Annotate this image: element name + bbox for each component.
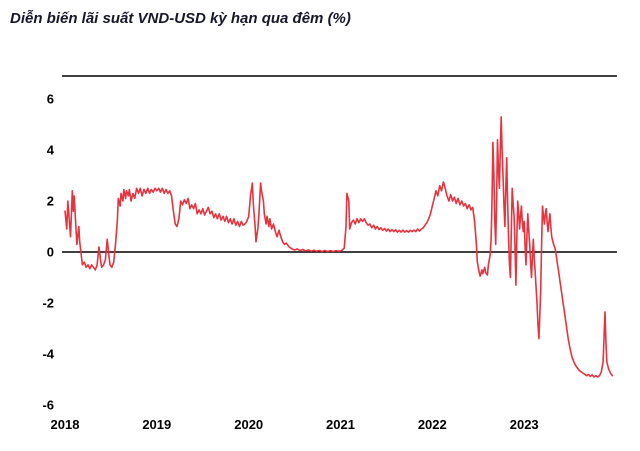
chart-title: Diễn biến lãi suất VND-USD kỳ hạn qua đê…	[10, 10, 351, 27]
y-axis-tick-label: -2	[42, 296, 54, 311]
rate-line	[64, 116, 614, 378]
x-axis-tick-label: 2020	[234, 417, 263, 432]
y-axis-tick-label: 0	[47, 245, 54, 260]
y-axis-tick-label: -6	[42, 398, 54, 413]
x-axis-tick-label: 2019	[142, 417, 171, 432]
y-axis-tick-label: -4	[42, 347, 54, 362]
y-axis-tick-label: 6	[47, 92, 54, 107]
x-axis-tick-label: 2018	[51, 417, 80, 432]
y-axis-tick-label: 4	[47, 143, 55, 158]
x-axis-tick-label: 2022	[418, 417, 447, 432]
x-axis-tick-label: 2021	[326, 417, 355, 432]
x-axis-tick-label: 2023	[510, 417, 539, 432]
y-axis-tick-label: 2	[47, 194, 54, 209]
